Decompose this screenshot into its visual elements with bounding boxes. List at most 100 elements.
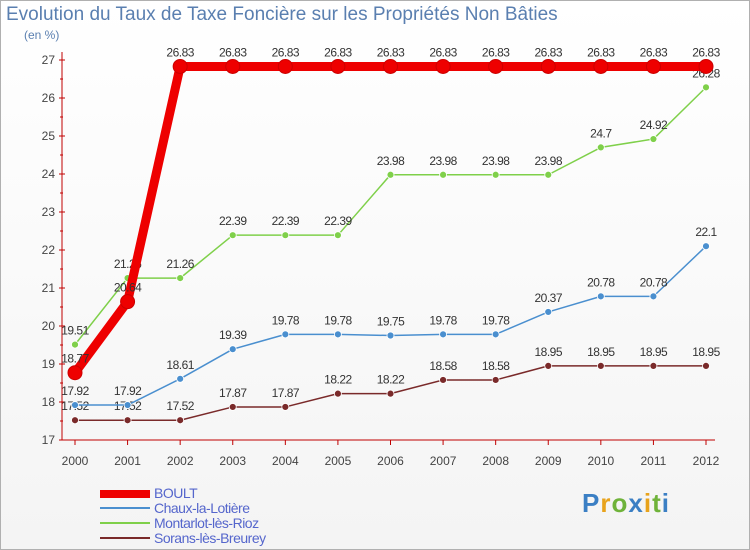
data-label-boult: 26.83 (534, 45, 562, 59)
chart-title: Evolution du Taux de Taxe Foncière sur l… (6, 4, 558, 25)
data-point-chaux-la-loti-re (386, 331, 395, 340)
data-label-chaux-la-loti-re: 20.78 (640, 275, 668, 289)
x-tick-label: 2005 (325, 454, 352, 468)
data-label-montarlot-l-s-rioz: 22.39 (219, 214, 247, 228)
x-tick-label: 2002 (167, 454, 194, 468)
data-label-chaux-la-loti-re: 19.39 (219, 328, 247, 342)
data-label-chaux-la-loti-re: 17.92 (61, 384, 89, 398)
y-tick-label: 27 (42, 53, 56, 67)
data-label-chaux-la-loti-re: 19.78 (482, 313, 510, 327)
data-point-sorans-l-s-breurey (176, 416, 185, 425)
x-tick-label: 2008 (482, 454, 509, 468)
x-tick-label: 2012 (693, 454, 720, 468)
data-label-boult: 26.83 (377, 45, 405, 59)
data-point-boult (172, 58, 188, 74)
data-label-chaux-la-loti-re: 18.61 (166, 358, 194, 372)
data-point-boult (383, 58, 398, 74)
y-tick-label: 20 (42, 319, 56, 333)
x-tick-label: 2010 (587, 454, 614, 468)
data-label-sorans-l-s-breurey: 18.95 (640, 345, 668, 359)
data-point-boult (593, 58, 609, 74)
data-label-sorans-l-s-breurey: 18.58 (482, 359, 510, 373)
brand-logo: Proxiti (582, 488, 670, 518)
data-label-sorans-l-s-breurey: 18.22 (377, 373, 405, 387)
data-point-chaux-la-loti-re (649, 292, 658, 301)
data-point-chaux-la-loti-re (544, 308, 553, 316)
data-point-sorans-l-s-breurey (123, 416, 132, 425)
data-point-chaux-la-loti-re (702, 242, 710, 251)
data-point-chaux-la-loti-re (334, 330, 342, 339)
data-label-chaux-la-loti-re: 20.37 (534, 291, 562, 305)
data-point-montarlot-l-s-rioz (702, 83, 710, 92)
data-point-montarlot-l-s-rioz (281, 231, 290, 240)
data-point-montarlot-l-s-rioz (649, 135, 658, 143)
data-label-sorans-l-s-breurey: 17.52 (166, 399, 194, 413)
data-point-chaux-la-loti-re (176, 374, 185, 383)
data-point-boult (435, 58, 451, 74)
data-point-montarlot-l-s-rioz (71, 340, 79, 349)
y-tick-label: 21 (42, 281, 56, 295)
x-tick-label: 2001 (114, 454, 141, 468)
data-label-boult: 26.83 (324, 45, 352, 59)
data-label-sorans-l-s-breurey: 18.58 (429, 359, 457, 373)
data-point-chaux-la-loti-re (439, 330, 447, 339)
data-label-sorans-l-s-breurey: 18.22 (324, 373, 352, 387)
data-point-montarlot-l-s-rioz (544, 170, 553, 179)
data-point-sorans-l-s-breurey (334, 389, 342, 398)
data-label-montarlot-l-s-rioz: 23.98 (377, 154, 405, 168)
y-tick-label: 22 (42, 243, 56, 257)
data-label-sorans-l-s-breurey: 18.95 (692, 345, 720, 359)
legend-label-boult: BOULT (154, 485, 198, 501)
x-tick-label: 2004 (272, 454, 299, 468)
data-point-montarlot-l-s-rioz (439, 170, 447, 179)
data-label-montarlot-l-s-rioz: 24.92 (640, 118, 668, 132)
data-label-boult: 20.64 (114, 281, 142, 295)
data-point-montarlot-l-s-rioz (228, 231, 237, 240)
data-label-montarlot-l-s-rioz: 23.98 (429, 154, 457, 168)
data-point-montarlot-l-s-rioz (176, 274, 185, 283)
x-tick-label: 2003 (219, 454, 246, 468)
data-point-sorans-l-s-breurey (596, 361, 605, 370)
data-point-boult (120, 294, 136, 310)
y-tick-label: 24 (42, 167, 56, 181)
data-label-chaux-la-loti-re: 19.78 (324, 313, 352, 327)
data-label-montarlot-l-s-rioz: 19.51 (61, 324, 89, 338)
data-label-boult: 26.83 (692, 45, 720, 59)
data-label-chaux-la-loti-re: 20.78 (587, 275, 615, 289)
data-point-boult (540, 58, 556, 74)
data-point-chaux-la-loti-re (596, 292, 605, 301)
data-point-boult (67, 365, 83, 381)
data-point-boult (330, 58, 346, 74)
data-point-sorans-l-s-breurey (281, 403, 290, 411)
data-label-boult: 26.83 (640, 45, 668, 59)
legend-swatch-sorans (100, 537, 150, 539)
data-point-sorans-l-s-breurey (71, 416, 79, 425)
data-point-montarlot-l-s-rioz (596, 143, 605, 152)
data-point-chaux-la-loti-re (71, 401, 79, 409)
x-tick-label: 2000 (62, 454, 89, 468)
data-point-boult (645, 58, 661, 74)
x-tick-label: 2007 (430, 454, 457, 468)
data-point-chaux-la-loti-re (281, 330, 290, 339)
data-label-boult: 26.83 (429, 45, 457, 59)
y-tick-label: 17 (42, 433, 56, 447)
data-point-chaux-la-loti-re (123, 401, 132, 409)
data-label-montarlot-l-s-rioz: 23.98 (482, 154, 510, 168)
data-point-sorans-l-s-breurey (649, 361, 658, 370)
data-label-sorans-l-s-breurey: 17.87 (219, 386, 247, 400)
data-label-montarlot-l-s-rioz: 21.26 (166, 257, 194, 271)
data-label-boult: 26.83 (587, 45, 615, 59)
unit-label: (en %) (24, 28, 60, 42)
data-point-sorans-l-s-breurey (702, 361, 710, 370)
data-point-chaux-la-loti-re (228, 345, 237, 354)
data-point-boult (225, 58, 241, 74)
data-point-sorans-l-s-breurey (439, 376, 447, 384)
data-label-montarlot-l-s-rioz: 22.39 (324, 214, 352, 228)
y-tick-label: 26 (42, 91, 56, 105)
legend-label-chaux: Chaux-la-Lotière (154, 500, 250, 516)
data-label-boult: 26.83 (219, 45, 247, 59)
legend-label-sorans: Sorans-lès-Breurey (154, 530, 266, 546)
data-point-boult (277, 58, 293, 74)
data-label-montarlot-l-s-rioz: 24.7 (590, 126, 612, 140)
